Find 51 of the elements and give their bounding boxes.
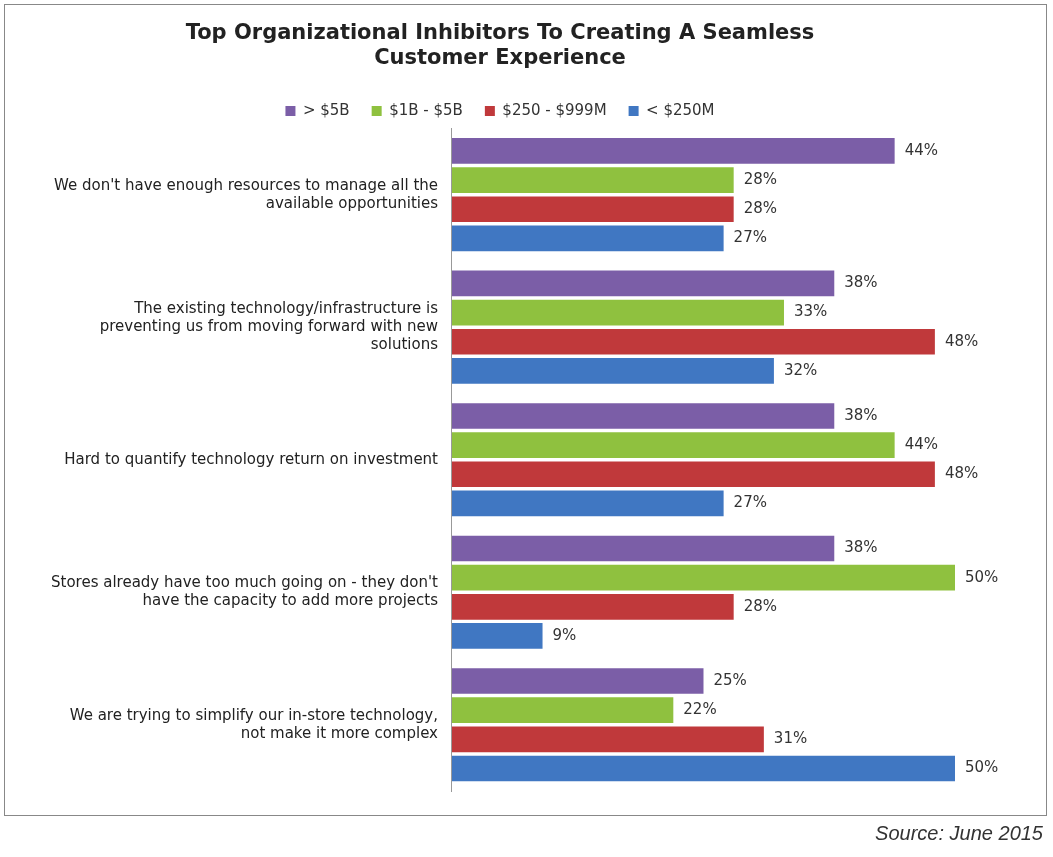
source-note: Source: June 2015 <box>875 822 1043 845</box>
bar <box>452 668 704 694</box>
y-tick-label: We don't have enough resources to manage all the available opportunities <box>54 175 439 212</box>
data-label: 27% <box>733 228 767 247</box>
data-label: 44% <box>904 435 938 454</box>
data-label: 9% <box>552 625 577 644</box>
bar <box>452 299 784 326</box>
bar <box>452 358 774 384</box>
legend-label: > $5B <box>302 100 350 119</box>
data-label: 48% <box>944 464 979 483</box>
bar <box>452 593 734 620</box>
data-label: 38% <box>844 538 878 557</box>
legend-label: < $250M <box>646 100 715 119</box>
legend-label: $250 - $999M <box>502 100 607 119</box>
data-label: 27% <box>733 493 767 512</box>
data-label: 28% <box>743 199 778 218</box>
bar <box>452 270 835 297</box>
legend-label: $1B - $5B <box>389 100 463 119</box>
bar <box>452 726 764 753</box>
data-label: 44% <box>904 140 938 159</box>
data-label: 22% <box>683 700 717 719</box>
data-label: 38% <box>844 273 878 292</box>
bar <box>452 461 935 488</box>
data-label: 48% <box>944 331 979 350</box>
bar <box>452 490 724 517</box>
bar <box>452 697 674 723</box>
data-label: 25% <box>713 670 747 689</box>
data-label: 28% <box>743 169 778 188</box>
bar <box>452 403 835 429</box>
bar <box>452 535 835 562</box>
data-label: 33% <box>793 302 828 321</box>
data-label: 38% <box>844 405 878 424</box>
bar <box>452 623 543 649</box>
y-tick-label: We are trying to simplify our in-store technology, not make it more complex <box>69 705 439 742</box>
bar <box>452 225 724 252</box>
data-label: 50% <box>965 567 999 586</box>
bar <box>452 432 895 458</box>
data-label: 50% <box>965 758 999 777</box>
bar <box>452 196 734 223</box>
bar <box>452 564 955 591</box>
chart-title: Top Organizational Inhibitors To Creating A Seamless Customer Experience <box>185 20 815 70</box>
y-tick-label: Hard to quantify technology return on investment <box>64 449 439 468</box>
bar <box>452 755 955 782</box>
y-tick-label: Stores already have too much going on - they don't have the capacity to add more projects <box>51 573 439 610</box>
data-label: 32% <box>783 360 818 379</box>
bar <box>452 138 895 164</box>
data-label: 28% <box>743 596 778 615</box>
data-label: 31% <box>773 729 808 748</box>
bar <box>452 328 935 355</box>
bar <box>452 167 734 193</box>
y-tick-label: The existing technology/infrastructure is preventing us from moving forward with new solutions <box>99 299 439 354</box>
